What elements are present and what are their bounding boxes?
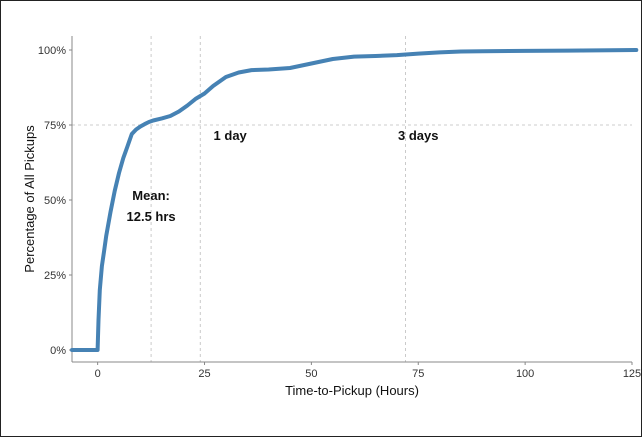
y-tick-label: 100%: [38, 45, 66, 57]
y-axis-label: Percentage of All Pickups: [22, 125, 37, 273]
x-tick-label: 25: [198, 368, 210, 380]
x-tick-label: 125: [623, 368, 641, 380]
annotation-label: 1 day: [214, 128, 248, 143]
x-tick-label: 75: [412, 368, 424, 380]
x-tick-label: 0: [95, 368, 101, 380]
annotation-label: 3 days: [398, 128, 438, 143]
y-tick-label: 75%: [44, 120, 66, 132]
y-tick-label: 25%: [44, 270, 66, 282]
y-tick-label: 0%: [50, 345, 66, 357]
y-tick-label: 50%: [44, 195, 66, 207]
x-tick-label: 50: [305, 368, 317, 380]
x-axis-label: Time-to-Pickup (Hours): [285, 383, 419, 398]
x-tick-label: 100: [516, 368, 534, 380]
